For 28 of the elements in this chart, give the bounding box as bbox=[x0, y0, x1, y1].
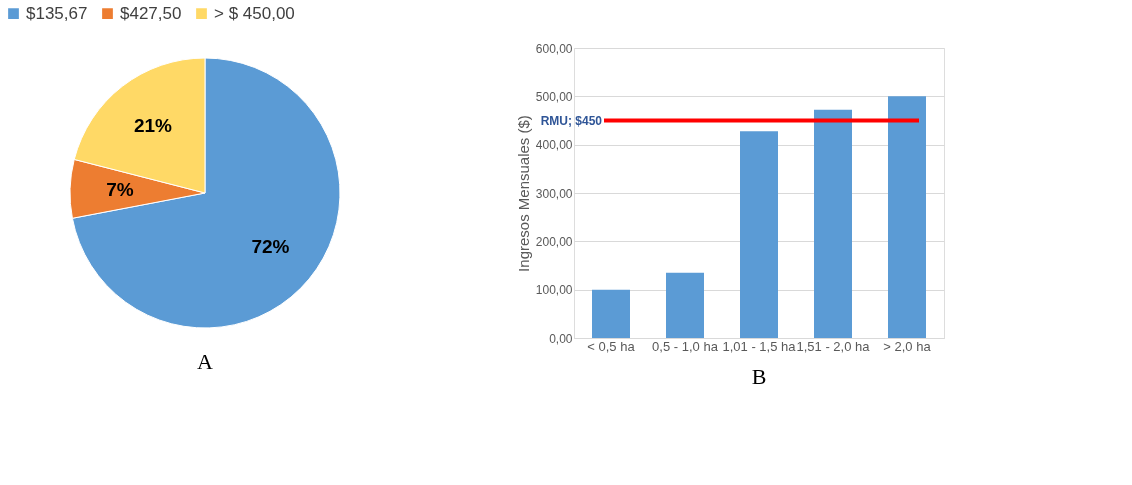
x-tick-label: > 2,0 ha bbox=[883, 338, 932, 354]
y-tick-label: 200,00 bbox=[535, 234, 573, 249]
y-tick-label: 600,00 bbox=[535, 41, 573, 56]
data-label: 72% bbox=[251, 236, 290, 258]
data-label: 7% bbox=[106, 179, 134, 201]
y-tick-label: 0,00 bbox=[549, 331, 573, 346]
text: A bbox=[197, 349, 214, 374]
ref-line-label: RMU; $450 bbox=[540, 113, 603, 128]
pie-slice bbox=[71, 57, 341, 329]
x-tick-label: 0,5 - 1,0 ha bbox=[652, 338, 719, 354]
y-axis-title: Ingresos Mensuales ($) bbox=[514, 115, 532, 272]
data-label: 21% bbox=[133, 114, 173, 136]
bar bbox=[814, 109, 852, 338]
x-tick-label: 1,51 - 2,0 ha bbox=[796, 338, 871, 354]
legend-label: $135,67 bbox=[26, 3, 88, 23]
x-tick-label: 1,01 - 1,5 ha bbox=[722, 338, 797, 354]
y-tick-label: 100,00 bbox=[535, 283, 573, 298]
text: B bbox=[751, 364, 767, 389]
bar bbox=[888, 96, 926, 338]
x-tick-label: < 0,5 ha bbox=[587, 338, 636, 354]
bar bbox=[666, 272, 704, 338]
y-tick-label: 500,00 bbox=[535, 89, 573, 104]
legend-label: $427,50 bbox=[120, 3, 182, 23]
legend-label: > $ 450,00 bbox=[214, 3, 295, 23]
bar bbox=[592, 289, 630, 338]
bar bbox=[740, 131, 778, 338]
y-tick-label: 300,00 bbox=[535, 186, 573, 201]
y-tick-label: 400,00 bbox=[535, 138, 573, 153]
